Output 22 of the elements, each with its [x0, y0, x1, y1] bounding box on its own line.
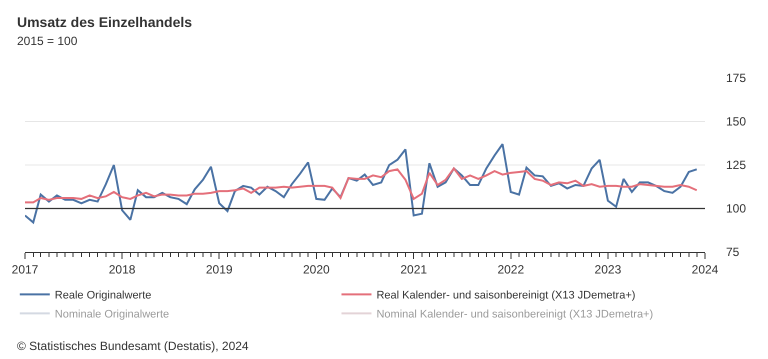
- line-series: [25, 143, 698, 224]
- chart-subtitle: 2015 = 100: [17, 34, 78, 48]
- y-tick-label: 100: [726, 202, 746, 216]
- y-tick-label: 75: [726, 245, 740, 260]
- legend-label: Reale Originalwerte: [54, 290, 152, 302]
- x-tick-label: 2018: [108, 262, 136, 276]
- line-series: [25, 167, 698, 204]
- y-tick-label: 125: [726, 158, 746, 172]
- x-tick-label: 2020: [302, 262, 330, 276]
- legend-label: Nominale Originalwerte: [54, 308, 170, 321]
- x-tick-label: 2022: [497, 262, 524, 276]
- x-tick-label: 2024: [692, 262, 719, 276]
- y-tick-label: 175: [726, 71, 746, 86]
- chart-title: Umsatz des Einzelhandels: [17, 14, 192, 30]
- x-tick-label: 2021: [400, 262, 428, 276]
- text: © Statistisches Bundesamt (Destatis), 2024: [17, 339, 249, 353]
- x-tick-label: 2017: [12, 262, 39, 276]
- x-tick-label: 2019: [206, 262, 233, 276]
- x-tick-label: 2023: [594, 262, 622, 276]
- y-tick-label: 150: [726, 114, 746, 129]
- legend-label: Real Kalender- und saisonbereinigt (X13 JDemetra+): [376, 290, 636, 302]
- legend-label: Nominal Kalender- und saisonbereinigt (X13 JDemetra+): [376, 308, 654, 321]
